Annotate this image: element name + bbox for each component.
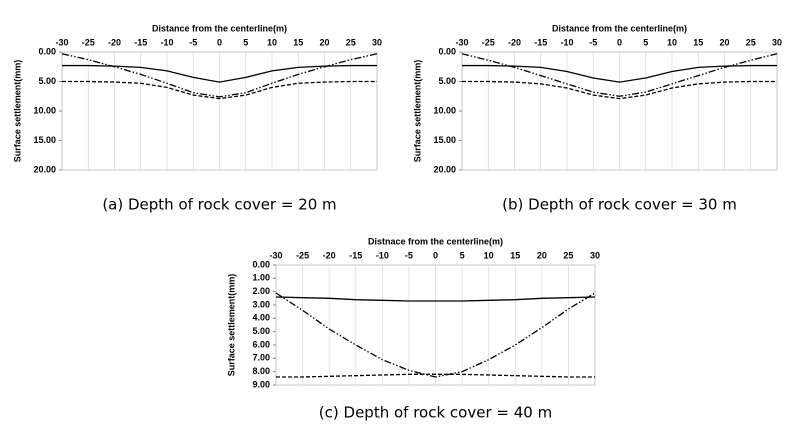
x-tick-label: 25: [346, 37, 356, 47]
x-tick-label: -10: [160, 37, 173, 47]
x-tick-label: 10: [484, 250, 494, 260]
y-tick-label: 0.00: [438, 46, 456, 56]
x-tick-label: -30: [55, 37, 68, 47]
x-tick-label: -15: [349, 250, 362, 260]
x-tick-label: 20: [719, 37, 729, 47]
x-tick-label: 30: [772, 37, 782, 47]
x-tick-label: 15: [510, 250, 520, 260]
y-tick-label: 20.00: [33, 164, 56, 174]
x-tick-label: -5: [189, 37, 197, 47]
y-tick-label: 2.00: [252, 286, 270, 296]
caption: (c) Depth of rock cover = 40 m: [319, 404, 552, 422]
caption: (a) Depth of rock cover = 20 m: [102, 196, 336, 214]
x-axis-label: Distance from the centerline(m): [552, 23, 687, 33]
y-tick-label: 5.00: [252, 326, 270, 336]
x-tick-label: 15: [293, 37, 303, 47]
x-tick-label: -20: [508, 37, 521, 47]
x-tick-label: -5: [589, 37, 597, 47]
series-line: [462, 64, 777, 83]
x-tick-label: -15: [134, 37, 147, 47]
series-line: [461, 53, 778, 97]
x-tick-label: 5: [243, 37, 248, 47]
x-tick-label: 0: [617, 37, 622, 47]
x-tick-label: 25: [746, 37, 756, 47]
y-axis-label: Surface settlement(mm): [226, 274, 236, 377]
x-tick-label: -10: [376, 250, 389, 260]
x-tick-label: -15: [534, 37, 547, 47]
x-tick-label: 20: [319, 37, 329, 47]
x-tick-label: -5: [405, 250, 413, 260]
series-line: [275, 296, 596, 302]
y-tick-label: 5.00: [438, 76, 456, 86]
x-tick-label: 10: [667, 37, 677, 47]
y-tick-label: 10.00: [433, 105, 456, 115]
x-tick-label: -20: [108, 37, 121, 47]
x-tick-label: 10: [267, 37, 277, 47]
x-tick-label: -10: [560, 37, 573, 47]
y-axis-label: Surface settlement(mm): [412, 60, 422, 163]
x-tick-label: 5: [643, 37, 648, 47]
x-tick-label: 25: [563, 250, 573, 260]
y-tick-label: 9.00: [252, 379, 270, 389]
y-tick-label: 15.00: [33, 135, 56, 145]
x-axis-label: Distance from the centerline(m): [152, 23, 287, 33]
x-tick-label: 30: [590, 250, 600, 260]
series-line: [61, 53, 378, 98]
x-tick-label: 20: [537, 250, 547, 260]
series-line: [62, 80, 377, 100]
y-tick-label: 8.00: [252, 366, 270, 376]
y-tick-label: 1.00: [252, 273, 270, 283]
y-tick-label: 7.00: [252, 353, 270, 363]
x-tick-label: 0: [217, 37, 222, 47]
caption: (b) Depth of rock cover = 30 m: [502, 196, 737, 214]
y-tick-label: 4.00: [252, 313, 270, 323]
x-tick-label: -20: [323, 250, 336, 260]
x-axis-label: Distnace from the centerline(m): [368, 236, 503, 246]
y-tick-label: 15.00: [433, 135, 456, 145]
x-tick-label: -30: [455, 37, 468, 47]
y-tick-label: 10.00: [33, 105, 56, 115]
x-tick-label: -30: [269, 250, 282, 260]
x-tick-label: -25: [296, 250, 309, 260]
y-tick-label: 3.00: [252, 299, 270, 309]
series-line: [276, 373, 595, 378]
x-tick-label: 0: [433, 250, 438, 260]
x-tick-label: -25: [482, 37, 495, 47]
y-axis-label: Surface settlement(mm): [12, 60, 22, 163]
y-tick-label: 0.00: [38, 46, 56, 56]
y-tick-label: 0.00: [252, 259, 270, 269]
y-tick-label: 5.00: [38, 76, 56, 86]
x-tick-label: 5: [460, 250, 465, 260]
plot-frame: [275, 264, 596, 386]
series-line: [275, 292, 596, 378]
x-tick-label: 30: [372, 37, 382, 47]
y-tick-label: 20.00: [433, 164, 456, 174]
x-tick-label: 15: [693, 37, 703, 47]
x-tick-label: -25: [82, 37, 95, 47]
series-line: [462, 80, 777, 100]
y-tick-label: 6.00: [252, 339, 270, 349]
